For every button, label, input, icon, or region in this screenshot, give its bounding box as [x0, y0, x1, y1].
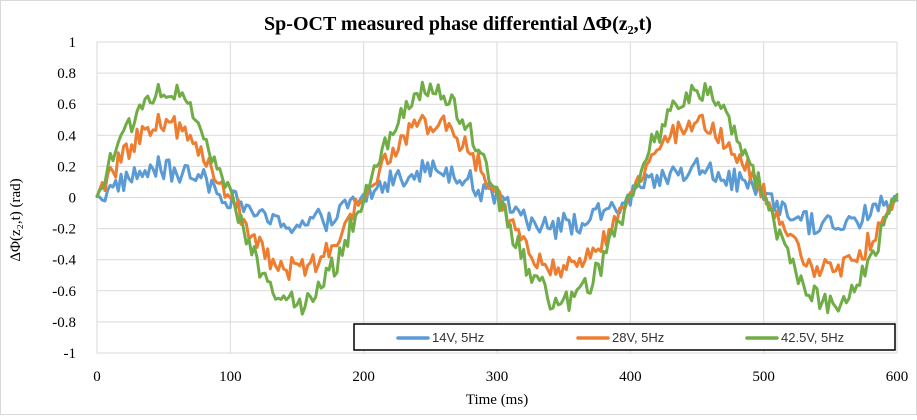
legend: 14V, 5Hz 28V, 5Hz 42.5V, 5Hz	[353, 323, 896, 351]
x-tick-label: 0	[93, 369, 101, 385]
y-tick-label: 0.4	[57, 128, 76, 144]
series-lines	[95, 80, 899, 316]
x-tick-label: 200	[352, 369, 375, 385]
series-line-3	[95, 80, 899, 316]
y-tick-label: -1	[64, 346, 77, 362]
y-tick-label: 1	[69, 35, 77, 51]
y-tick-label: 0.6	[57, 97, 76, 113]
legend-items: 14V, 5Hz 28V, 5Hz 42.5V, 5Hz	[396, 330, 844, 345]
x-tick-label: 600	[886, 369, 909, 385]
chart-title: Sp-OCT measured phase differential ΔΦ(z₂…	[264, 13, 652, 35]
y-tick-label: -0.2	[52, 222, 76, 238]
y-tick-label: -0.8	[52, 315, 76, 331]
y-tick-label: -0.4	[52, 253, 76, 269]
y-tick-label: 0.2	[57, 159, 76, 175]
y-axis-title: ΔΦ(z₂,t) (rad)	[8, 178, 24, 261]
x-tick-label: 400	[619, 369, 642, 385]
legend-label: 14V, 5Hz	[432, 330, 484, 345]
x-tick-label: 300	[486, 369, 509, 385]
legend-label: 42.5V, 5Hz	[781, 330, 844, 345]
y-tick-label: 0.8	[57, 66, 76, 82]
x-axis-title: Time (ms)	[466, 392, 528, 408]
legend-label: 28V, 5Hz	[612, 330, 664, 345]
y-tick-label: 0	[69, 191, 77, 207]
y-tick-labels: 1 0.8 0.6 0.4 0.2 0 -0.2 -0.4 -0.6 -0.8 -1	[52, 35, 76, 362]
y-tick-label: -0.6	[52, 284, 76, 300]
x-tick-labels: 0 100 200 300 400 500 600	[93, 369, 908, 385]
legend-box	[353, 323, 896, 351]
x-tick-label: 500	[752, 369, 775, 385]
x-tick-label: 100	[219, 369, 242, 385]
